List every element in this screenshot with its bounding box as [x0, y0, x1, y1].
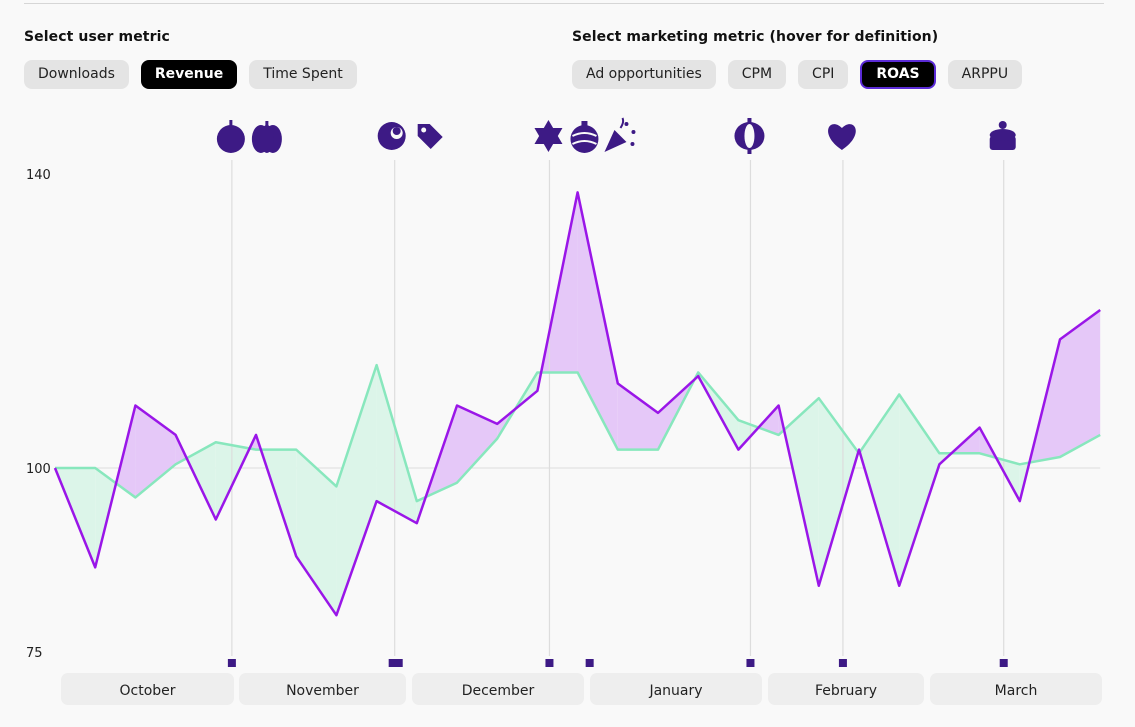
price-tag-icon [417, 124, 443, 149]
confetti [631, 130, 636, 134]
turkey-icon [377, 122, 406, 150]
cake-icon [989, 121, 1016, 150]
month-pill-december [412, 673, 584, 705]
time-spent-button[interactable]: Time Spent [249, 60, 357, 89]
event-marker [388, 659, 397, 667]
area-fill [818, 398, 859, 586]
apple-stem [229, 120, 233, 127]
month-pill-october [61, 673, 234, 705]
y-tick-label: 75 [26, 646, 43, 661]
user-metric-options: Downloads Revenue Time Spent [24, 60, 357, 89]
top-divider [24, 3, 1104, 4]
lantern-top [747, 118, 752, 123]
y-tick-label: 100 [26, 462, 51, 477]
event-marker [999, 659, 1008, 667]
pumpkin-icon [251, 121, 282, 153]
area-fill [577, 192, 618, 450]
area-fill [296, 449, 337, 616]
popper-cone [604, 130, 627, 152]
area-fill [186, 442, 216, 520]
area-fill [859, 394, 900, 586]
streamer [619, 117, 625, 129]
downloads-button[interactable]: Downloads [24, 60, 129, 89]
confetti [624, 122, 629, 126]
month-label: January [648, 683, 702, 699]
star-of-david-icon [534, 120, 563, 152]
event-marker [746, 659, 755, 667]
y-tick-label: 140 [26, 168, 51, 183]
tag-hole [421, 127, 427, 133]
area-fill [617, 383, 658, 450]
event-marker [585, 659, 594, 667]
event-marker [227, 659, 236, 667]
month-pill-november [239, 673, 406, 705]
month-label: November [286, 683, 359, 699]
event-marker [838, 659, 847, 667]
user-metric-title: Select user metric [24, 29, 170, 45]
party-popper-icon [604, 117, 636, 152]
confetti [630, 142, 635, 146]
event-marker [545, 659, 554, 667]
marketing-metric-title: Select marketing metric (hover for defin… [572, 29, 939, 45]
pumpkin-lobe [259, 125, 274, 153]
roas-line [55, 363, 1101, 503]
comparison-chart: 75 100 140 October November December January Fe… [26, 117, 1102, 705]
cpi-button[interactable]: CPI [798, 60, 849, 89]
revenue-button[interactable]: Revenue [140, 60, 238, 89]
area-fill [784, 398, 819, 586]
pumpkin-stem [265, 121, 269, 127]
arppu-button[interactable]: ARPPU [947, 60, 1023, 89]
cake-cherry [998, 121, 1007, 129]
apple-body [216, 125, 245, 153]
cpm-button[interactable]: CPM [727, 60, 787, 89]
heart-icon [828, 124, 856, 150]
ornament-icon [570, 121, 599, 153]
marketing-metric-options: Ad opportunities CPM CPI ROAS ARPPU [572, 60, 1023, 89]
ornament-cap [581, 121, 588, 126]
ad-opportunities-button[interactable]: Ad opportunities [572, 60, 716, 89]
lantern-icon [734, 118, 765, 154]
area-fill [1060, 309, 1101, 457]
star-triangle [534, 128, 563, 152]
month-pill-january [590, 673, 762, 705]
cake-top [989, 129, 1016, 141]
ornament-ball [570, 125, 599, 153]
event-marker [394, 659, 403, 667]
area-fill [336, 365, 377, 616]
turkey-head [392, 127, 401, 135]
heart-shape [828, 124, 856, 150]
lantern-stripe [744, 124, 755, 148]
month-pill-march [930, 673, 1102, 705]
area-fill [376, 365, 417, 524]
ornament-stripe [572, 132, 597, 137]
lantern-bottom [747, 149, 752, 154]
tag-shape [417, 124, 443, 149]
area-fill [899, 394, 940, 586]
area-fill [457, 405, 498, 483]
revenue-line [53, 191, 1101, 617]
month-label: February [815, 683, 877, 699]
month-pill-february [768, 673, 924, 705]
month-label: October [119, 683, 175, 699]
month-label: December [462, 683, 535, 699]
roas-button[interactable]: ROAS [860, 60, 936, 89]
ornament-stripe [572, 140, 597, 145]
apple-icon [216, 120, 245, 153]
month-label: March [995, 683, 1038, 699]
